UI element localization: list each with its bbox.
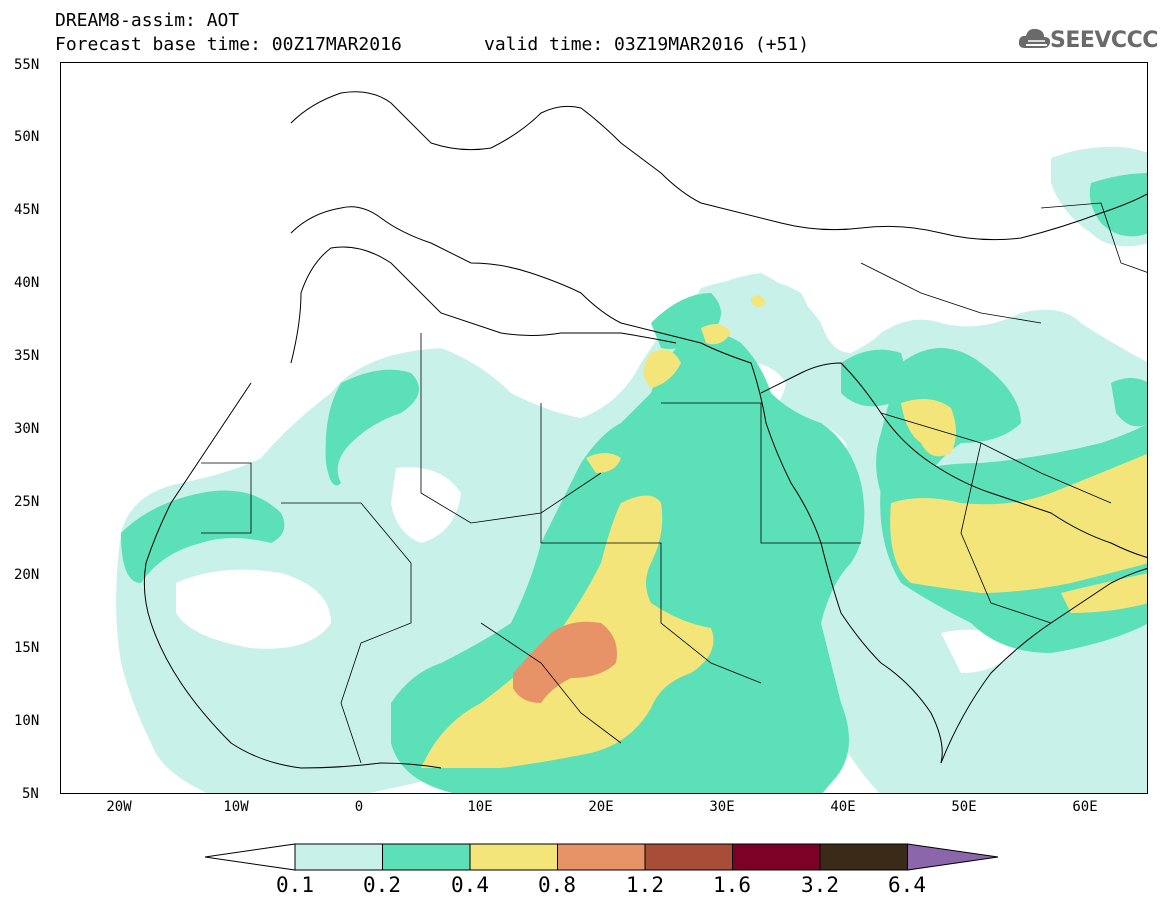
- colorbar-label: 1.6: [713, 873, 751, 897]
- colorbar-swatch: [469, 843, 558, 871]
- lon-tick: 50E: [951, 799, 977, 815]
- cloud-icon: [1018, 28, 1051, 48]
- lon-tick: 30E: [709, 799, 735, 815]
- lat-tick: 25N: [14, 494, 40, 510]
- lat-tick: 45N: [14, 202, 40, 218]
- colorbar-swatch: [557, 843, 646, 871]
- lon-tick: 60E: [1072, 799, 1098, 815]
- colorbar-high-arrow: [907, 843, 999, 871]
- country-borders: [201, 202, 1147, 764]
- colorbar-label: 0.2: [363, 873, 401, 897]
- colorbar-label: 3.2: [801, 873, 839, 897]
- lat-tick: 35N: [14, 348, 40, 364]
- aot-colorbar: [205, 843, 999, 871]
- lat-tick: 50N: [14, 129, 40, 145]
- forecast-base-time: Forecast base time: 00Z17MAR2016: [55, 34, 402, 55]
- map-title: DREAM8-assim: AOT: [55, 10, 240, 31]
- lat-tick: 5N: [22, 786, 39, 802]
- colorbar-swatch: [382, 843, 471, 871]
- colorbar-label: 1.2: [626, 873, 664, 897]
- colorbar-swatch: [294, 843, 383, 871]
- colorbar-swatch: [732, 843, 821, 871]
- lon-tick: 0: [354, 799, 364, 815]
- seevccc-logo: [1017, 24, 1157, 56]
- lon-tick: 10E: [467, 799, 493, 815]
- lat-tick: 10N: [14, 713, 40, 729]
- valid-time: valid time: 03Z19MAR2016 (+51): [484, 34, 810, 55]
- colorbar-label: 6.4: [888, 873, 926, 897]
- lat-tick: 40N: [14, 275, 40, 291]
- lon-tick: 40E: [830, 799, 856, 815]
- map-panel: [60, 62, 1148, 794]
- colorbar-swatch: [819, 843, 908, 871]
- colorbar-label: 0.8: [538, 873, 576, 897]
- colorbar-swatch: [644, 843, 733, 871]
- lon-tick: 20E: [588, 799, 614, 815]
- lat-tick: 20N: [14, 567, 40, 583]
- colorbar-low-arrow: [205, 843, 296, 871]
- aot-map: [61, 63, 1147, 793]
- colorbar-label: 0.4: [451, 873, 489, 897]
- logo-text: SEEVCCC: [1050, 28, 1158, 53]
- colorbar-label: 0.1: [276, 873, 314, 897]
- lon-tick: 10W: [223, 799, 249, 815]
- lon-tick: 20W: [106, 799, 132, 815]
- lat-tick: 55N: [14, 57, 40, 73]
- aot-0.8-contours: [513, 621, 617, 703]
- lat-tick: 30N: [14, 421, 40, 437]
- lat-tick: 15N: [14, 640, 40, 656]
